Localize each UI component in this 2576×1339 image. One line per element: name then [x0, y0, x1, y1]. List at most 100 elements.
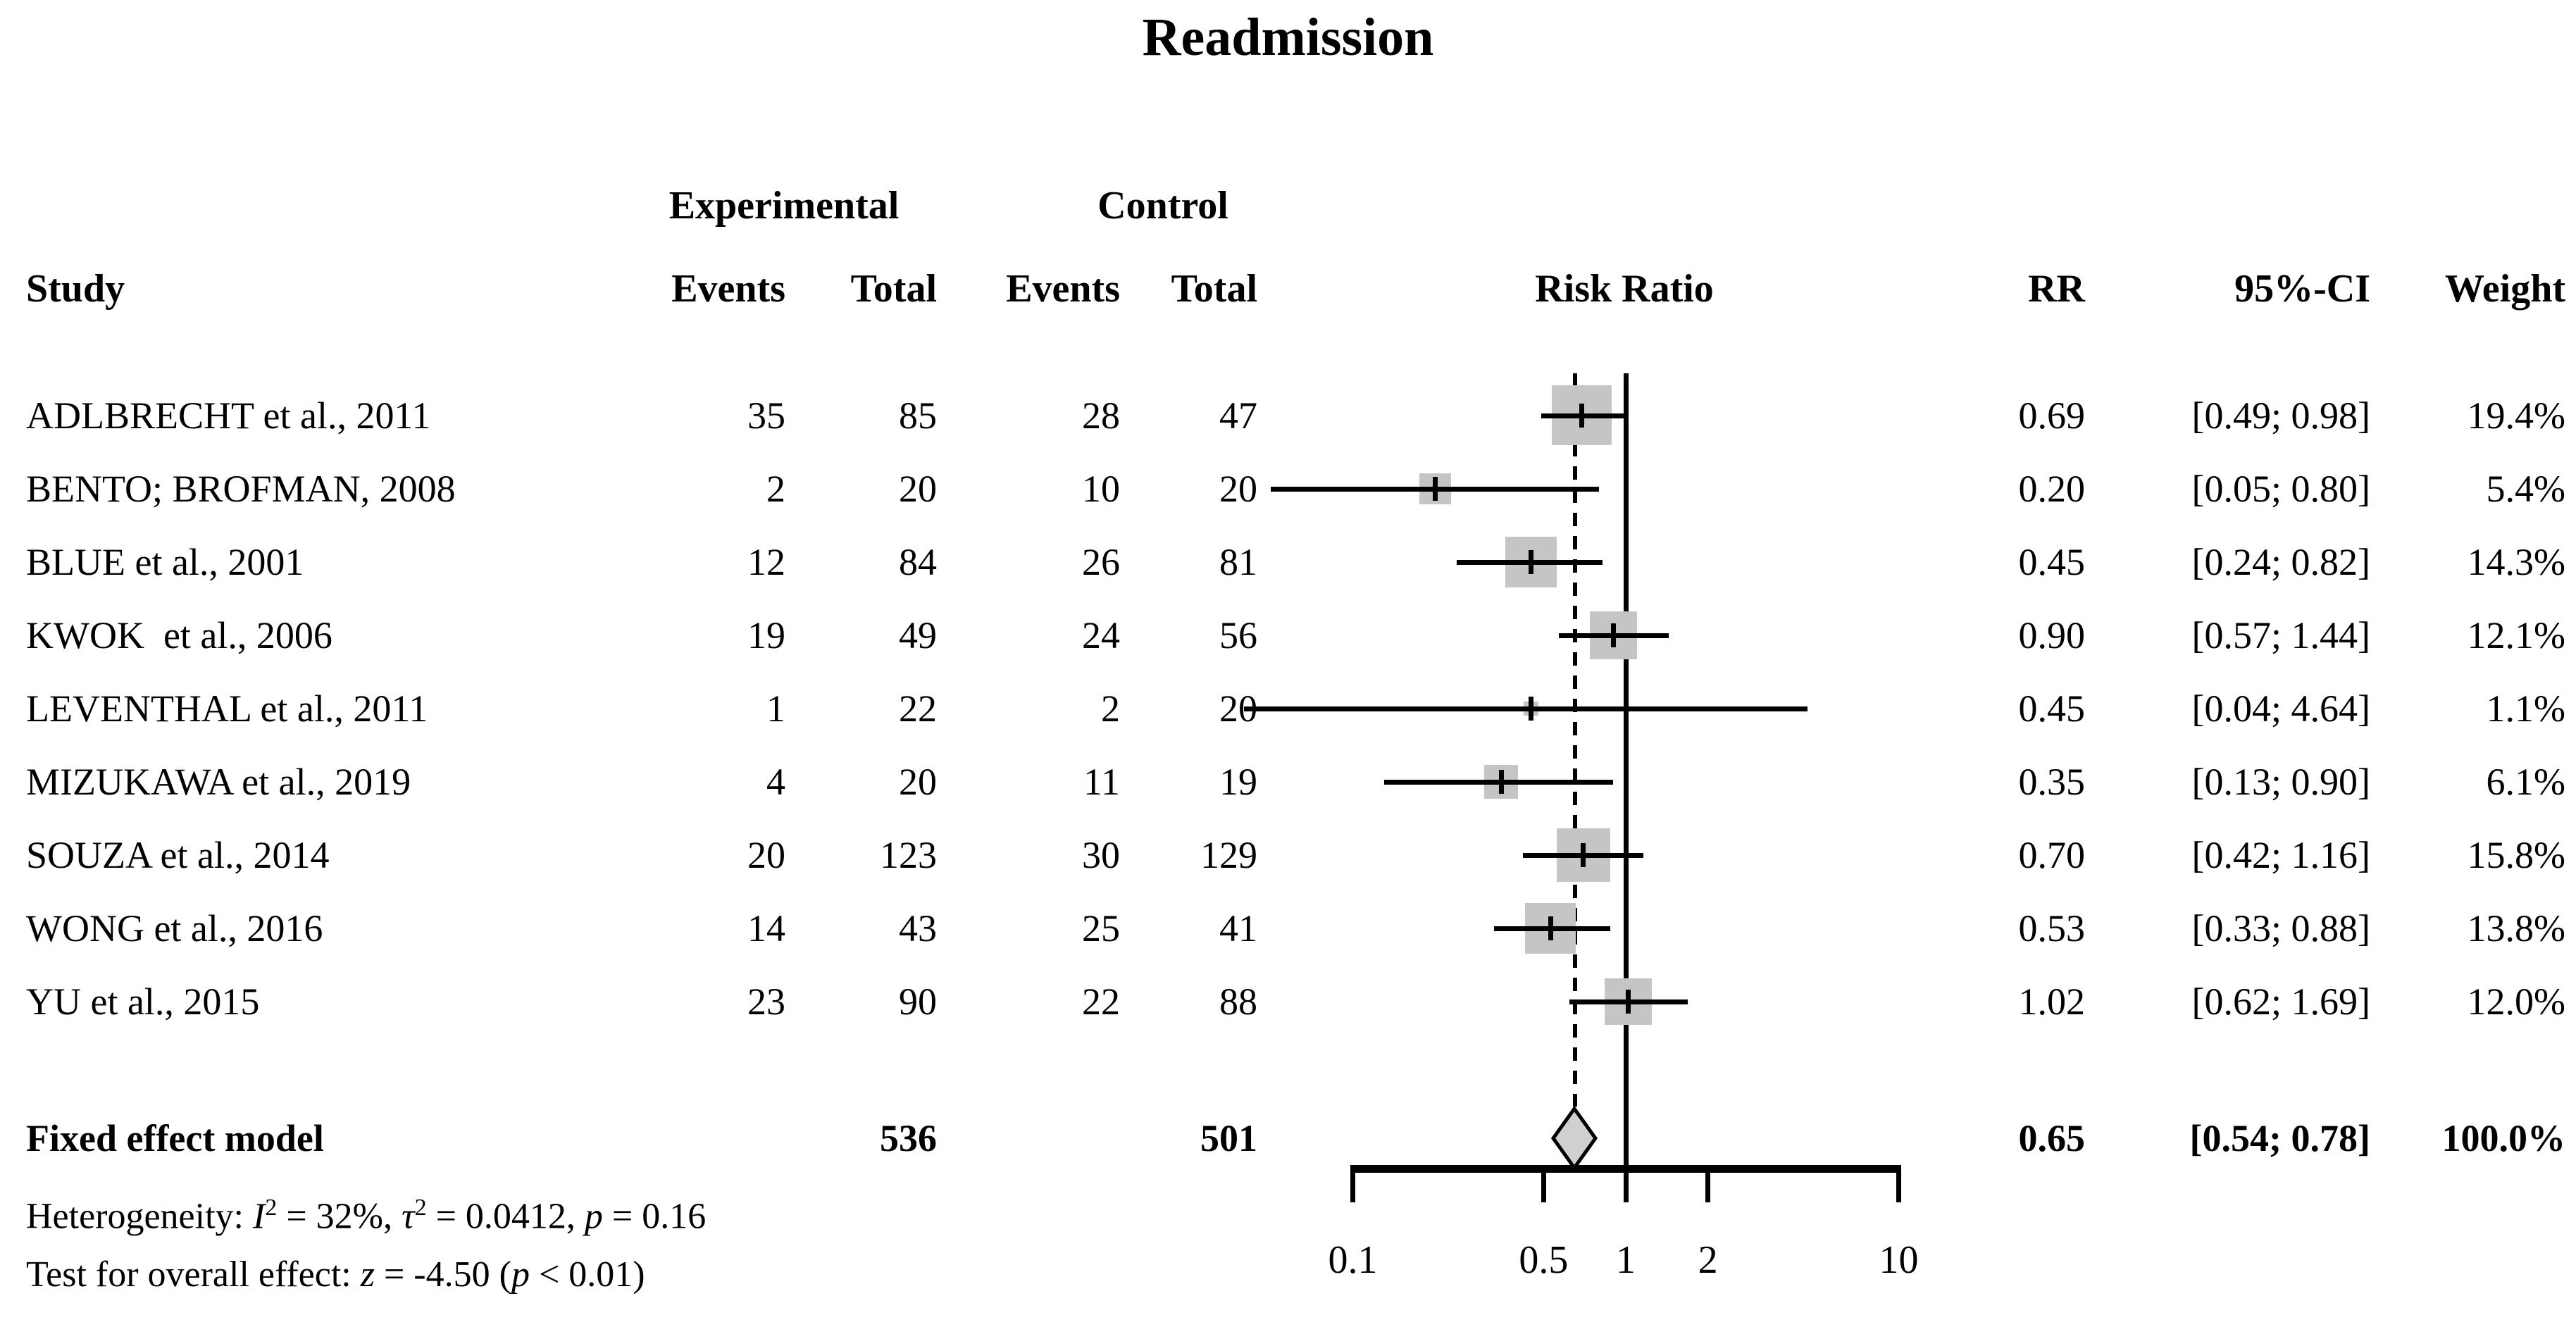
i-squared-symbol: I — [252, 1196, 266, 1237]
rr-value: 0.35 — [2018, 761, 2086, 803]
summary-ci-value: [0.54; 0.78] — [2189, 1117, 2370, 1159]
exp-events-value: 35 — [747, 394, 785, 437]
column-group-control: Control — [1097, 184, 1228, 228]
study-label: ADLBRECHT et al., 2011 — [26, 394, 431, 437]
column-header-exp-total: Total — [850, 267, 937, 311]
column-header-exp-events: Events — [671, 267, 785, 311]
rr-value: 0.53 — [2018, 907, 2086, 949]
study-label: MIZUKAWA et al., 2019 — [26, 761, 411, 803]
x-axis-baseline — [1350, 1165, 1901, 1173]
overall-p-value: < 0.01) — [529, 1254, 645, 1295]
ctrl-events-value: 2 — [1101, 687, 1120, 730]
weight-value: 5.4% — [2486, 468, 2565, 510]
x-axis-tick-label: 0.5 — [1519, 1238, 1569, 1282]
point-estimate-tick — [1432, 477, 1438, 501]
point-estimate-tick — [1498, 770, 1504, 794]
overall-p-symbol: p — [511, 1254, 530, 1295]
summary-ctrl-total: 501 — [1200, 1117, 1257, 1159]
rr-value: 0.90 — [2018, 614, 2086, 656]
tau-squared-value: = 0.0412, — [426, 1196, 585, 1237]
ci-value: [0.04; 4.64] — [2191, 687, 2370, 730]
summary-rr-value: 0.65 — [2018, 1117, 2086, 1159]
overall-prefix: Test for overall effect: — [26, 1254, 361, 1295]
column-group-experimental: Experimental — [668, 184, 900, 228]
x-axis-tick-label: 1 — [1616, 1238, 1636, 1282]
ctrl-total-value: 20 — [1219, 687, 1257, 730]
rr-value: 0.20 — [2018, 468, 2086, 510]
ctrl-events-value: 22 — [1082, 980, 1120, 1023]
weight-value: 15.8% — [2467, 834, 2565, 876]
summary-diamond-shape — [1551, 1107, 1598, 1170]
exp-events-value: 14 — [747, 907, 785, 949]
exp-total-value: 90 — [899, 980, 937, 1023]
p-symbol: p — [584, 1196, 603, 1237]
ci-value: [0.13; 0.90] — [2191, 761, 2370, 803]
point-estimate-tick — [1529, 550, 1534, 574]
ci-value: [0.33; 0.88] — [2191, 907, 2370, 949]
column-header-rr: RR — [2028, 267, 2085, 311]
x-axis-tick-label: 10 — [1879, 1238, 1919, 1282]
point-estimate-tick — [1548, 916, 1553, 940]
rr-value: 0.45 — [2018, 541, 2086, 583]
ci-value: [0.49; 0.98] — [2191, 394, 2370, 437]
ctrl-total-value: 56 — [1219, 614, 1257, 656]
tau-squared-symbol: τ — [401, 1196, 415, 1237]
exp-total-value: 84 — [899, 541, 937, 583]
ctrl-total-value: 81 — [1219, 541, 1257, 583]
column-header-risk-ratio: Risk Ratio — [1535, 267, 1714, 311]
column-header-study: Study — [26, 267, 125, 311]
exp-events-value: 2 — [766, 468, 785, 510]
p-value: = 0.16 — [602, 1196, 707, 1237]
ctrl-total-value: 19 — [1219, 761, 1257, 803]
weight-value: 6.1% — [2486, 761, 2565, 803]
column-header-ci: 95%-CI — [2234, 267, 2370, 311]
summary-weight-value: 100.0% — [2441, 1117, 2566, 1159]
study-label: KWOK et al., 2006 — [26, 614, 332, 656]
ctrl-total-value: 129 — [1200, 834, 1257, 876]
x-axis-tick — [1623, 1173, 1629, 1202]
exp-total-value: 43 — [899, 907, 937, 949]
exp-events-value: 4 — [766, 761, 785, 803]
i-squared-sup: 2 — [265, 1195, 278, 1221]
rr-value: 0.70 — [2018, 834, 2086, 876]
x-axis-tick — [1896, 1173, 1901, 1202]
point-estimate-tick — [1625, 990, 1631, 1014]
ci-value: [0.24; 0.82] — [2191, 541, 2370, 583]
overall-effect-note: Test for overall effect: z = -4.50 (p < … — [26, 1252, 1153, 1297]
ci-line — [1383, 779, 1614, 785]
point-estimate-tick — [1529, 697, 1534, 721]
point-estimate-tick — [1610, 623, 1616, 647]
ctrl-events-value: 11 — [1083, 761, 1120, 803]
ctrl-total-value: 41 — [1219, 907, 1257, 949]
point-estimate-tick — [1579, 404, 1585, 428]
ctrl-events-value: 24 — [1082, 614, 1120, 656]
ci-value: [0.05; 0.80] — [2191, 468, 2370, 510]
z-symbol: z — [360, 1254, 375, 1295]
exp-events-value: 19 — [747, 614, 785, 656]
study-label: BLUE et al., 2001 — [26, 541, 304, 583]
rr-value: 0.69 — [2018, 394, 2086, 437]
exp-events-value: 12 — [747, 541, 785, 583]
weight-value: 12.0% — [2467, 980, 2565, 1023]
heterogeneity-prefix: Heterogeneity: — [26, 1196, 253, 1237]
point-estimate-tick — [1581, 843, 1586, 867]
ci-line — [1244, 706, 1808, 711]
summary-estimate-dashed-line — [1572, 373, 1577, 1107]
weight-value: 19.4% — [2467, 394, 2565, 437]
column-header-weight: Weight — [2444, 267, 2565, 311]
summary-diamond — [1551, 1107, 1598, 1170]
exp-events-value: 23 — [747, 980, 785, 1023]
x-axis-tick — [1350, 1173, 1355, 1202]
figure-title: Readmission — [1142, 8, 1434, 67]
i-squared-value: = 32%, — [277, 1196, 402, 1237]
reference-line-rr1 — [1623, 373, 1629, 1165]
exp-total-value: 123 — [880, 834, 937, 876]
study-label: LEVENTHAL et al., 2011 — [26, 687, 428, 730]
x-axis-tick-label: 2 — [1698, 1238, 1718, 1282]
ctrl-total-value: 47 — [1219, 394, 1257, 437]
rr-value: 0.45 — [2018, 687, 2086, 730]
ci-value: [0.57; 1.44] — [2191, 614, 2370, 656]
exp-total-value: 20 — [899, 761, 937, 803]
heterogeneity-note: Heterogeneity: I2 = 32%, τ2 = 0.0412, p … — [26, 1185, 1153, 1236]
